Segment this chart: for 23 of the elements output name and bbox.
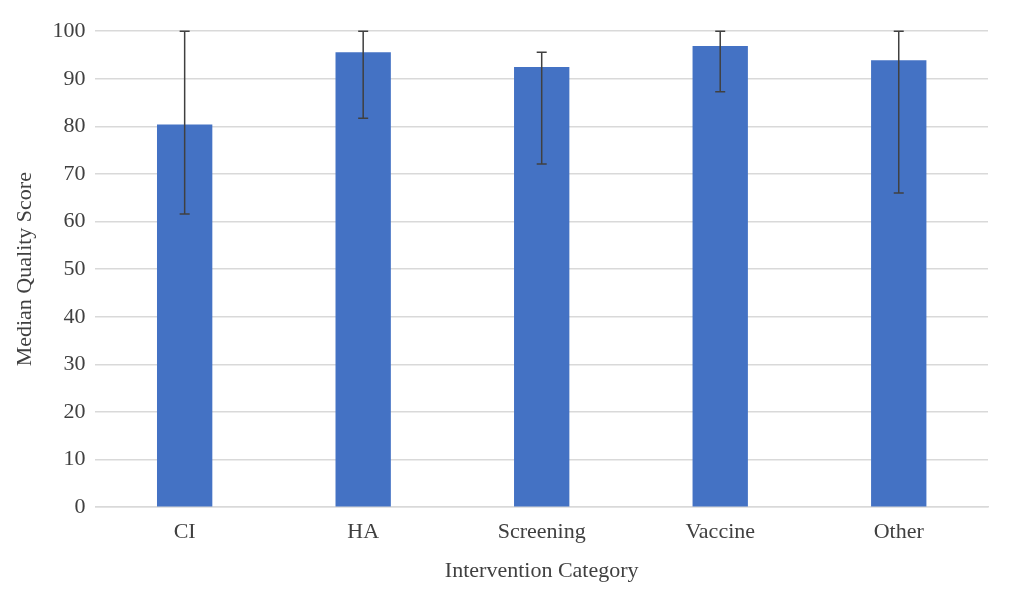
x-tick-label: Other: [873, 518, 925, 544]
y-tick-label: 30: [63, 350, 86, 376]
x-axis-title: Intervention Category: [444, 556, 639, 582]
x-tick-label: Screening: [497, 518, 586, 544]
x-tick-label: CI: [173, 518, 196, 544]
y-tick-label: 50: [63, 254, 86, 280]
y-tick-label: 70: [63, 159, 86, 185]
bar: [871, 60, 927, 507]
x-tick-label: HA: [347, 518, 380, 544]
bar: [335, 52, 391, 507]
y-tick-label: 0: [74, 492, 86, 518]
y-tick-label: 40: [63, 302, 86, 328]
x-tick-label: Vaccine: [685, 518, 756, 544]
y-axis-title: Median Quality Score: [10, 172, 36, 367]
y-tick-label: 90: [63, 64, 86, 90]
y-tick-label: 100: [52, 16, 86, 42]
bar: [156, 124, 213, 507]
y-tick-label: 60: [63, 207, 86, 233]
y-tick-label: 20: [63, 397, 86, 423]
bar: [692, 45, 748, 507]
y-tick-label: 10: [63, 445, 86, 471]
y-tick-label: 80: [63, 112, 86, 138]
bar: [514, 66, 570, 507]
